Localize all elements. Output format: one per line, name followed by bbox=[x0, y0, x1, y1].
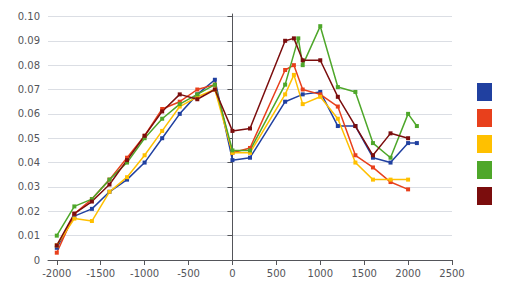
svg-text:0.09: 0.09 bbox=[18, 35, 40, 46]
svg-text:0.06: 0.06 bbox=[18, 108, 40, 119]
svg-text:-1000: -1000 bbox=[130, 268, 159, 279]
svg-text:0.08: 0.08 bbox=[18, 60, 40, 71]
svg-text:2500: 2500 bbox=[439, 268, 464, 279]
svg-text:0.04: 0.04 bbox=[18, 157, 40, 168]
svg-text:2000: 2000 bbox=[395, 268, 420, 279]
svg-text:-2000: -2000 bbox=[42, 268, 71, 279]
svg-text:0.01: 0.01 bbox=[18, 230, 40, 241]
svg-text:0: 0 bbox=[34, 255, 40, 266]
svg-text:1500: 1500 bbox=[351, 268, 376, 279]
svg-text:0.05: 0.05 bbox=[18, 133, 40, 144]
svg-text:-1500: -1500 bbox=[86, 268, 115, 279]
svg-text:0.03: 0.03 bbox=[18, 181, 40, 192]
svg-text:500: 500 bbox=[267, 268, 286, 279]
svg-text:0.07: 0.07 bbox=[18, 84, 40, 95]
svg-text:0.02: 0.02 bbox=[18, 206, 40, 217]
svg-text:0.10: 0.10 bbox=[18, 11, 40, 22]
svg-text:1000: 1000 bbox=[308, 268, 333, 279]
svg-text:0: 0 bbox=[229, 268, 235, 279]
svg-text:-500: -500 bbox=[177, 268, 200, 279]
